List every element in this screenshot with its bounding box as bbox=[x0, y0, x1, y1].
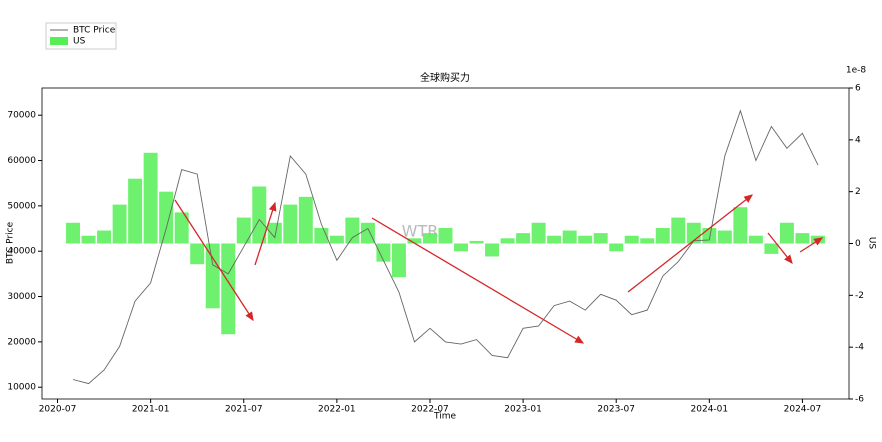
y-tick-label: 10000 bbox=[7, 383, 36, 393]
price-line bbox=[72, 109, 819, 385]
chart-title: 全球购买力 bbox=[420, 71, 470, 84]
x-tick-label: 2023-01 bbox=[504, 405, 542, 415]
y-tick-label: 20000 bbox=[7, 337, 36, 347]
bar bbox=[112, 204, 127, 244]
bar bbox=[174, 212, 189, 244]
bar bbox=[376, 243, 391, 262]
bar bbox=[516, 233, 531, 244]
bar bbox=[454, 243, 469, 252]
bar bbox=[779, 222, 794, 244]
x-tick-label: 2020-07 bbox=[39, 405, 77, 415]
legend-label: US bbox=[73, 37, 86, 47]
x-tick-label: 2024-01 bbox=[691, 405, 729, 415]
bar bbox=[391, 243, 406, 278]
bar bbox=[221, 243, 236, 335]
bar bbox=[236, 217, 251, 244]
x-tick-label: 2022-01 bbox=[318, 405, 356, 415]
arrow bbox=[254, 201, 277, 266]
bar bbox=[438, 227, 453, 244]
bar bbox=[733, 207, 748, 244]
bar bbox=[143, 152, 158, 244]
y-tick-label: 40000 bbox=[7, 247, 36, 257]
x-tick-label: 2023-07 bbox=[597, 405, 635, 415]
x-tick-label: 2024-07 bbox=[784, 405, 822, 415]
x-tick-label: 2021-07 bbox=[225, 405, 263, 415]
y-tick-label: 60000 bbox=[7, 156, 36, 166]
bar bbox=[283, 204, 298, 244]
bar bbox=[562, 230, 577, 244]
bar bbox=[593, 233, 608, 244]
x-axis-label: Time bbox=[433, 412, 456, 422]
bar bbox=[671, 217, 686, 244]
bar bbox=[578, 235, 593, 244]
bar bbox=[469, 240, 484, 244]
bar bbox=[252, 186, 267, 244]
y-tick-label: 50000 bbox=[7, 201, 36, 211]
bar bbox=[329, 235, 344, 244]
y2-tick-label: 6 bbox=[855, 84, 861, 94]
arrow bbox=[371, 217, 585, 344]
arrow bbox=[799, 237, 824, 253]
bar bbox=[764, 243, 779, 254]
y2-tick-label: 0 bbox=[855, 239, 861, 249]
bar bbox=[547, 235, 562, 244]
bar bbox=[81, 235, 96, 244]
bar bbox=[159, 191, 174, 244]
y2-tick-label: -4 bbox=[855, 343, 864, 353]
bar bbox=[190, 243, 205, 265]
bar bbox=[640, 238, 655, 244]
y2-tick-label: -2 bbox=[855, 291, 864, 301]
bar bbox=[795, 233, 810, 244]
y2-tick-label: 4 bbox=[855, 135, 861, 145]
bar bbox=[717, 230, 732, 244]
bar bbox=[531, 222, 546, 244]
bar bbox=[407, 238, 422, 244]
bar bbox=[485, 243, 500, 257]
bar bbox=[500, 238, 515, 244]
bar bbox=[128, 178, 143, 244]
arrow bbox=[767, 232, 793, 265]
y-axis-label: BTC Price bbox=[6, 221, 16, 264]
bar bbox=[360, 222, 375, 244]
bar bbox=[702, 227, 717, 244]
legend-label: BTC Price bbox=[73, 26, 116, 36]
bar bbox=[205, 243, 220, 309]
y-tick-label: 70000 bbox=[7, 111, 36, 121]
bar bbox=[345, 217, 360, 244]
bar bbox=[609, 243, 624, 252]
x-tick-label: 2021-01 bbox=[132, 405, 170, 415]
bar bbox=[810, 235, 825, 244]
offset-label: 1e-8 bbox=[846, 66, 867, 76]
legend-swatch bbox=[50, 37, 68, 45]
y2-axis-label: US bbox=[867, 237, 877, 250]
bar bbox=[97, 230, 112, 244]
trend-arrows bbox=[174, 194, 824, 344]
bar bbox=[422, 233, 437, 244]
bar bbox=[66, 222, 81, 244]
bar bbox=[624, 235, 639, 244]
bar bbox=[748, 235, 763, 244]
y2-tick-label: -6 bbox=[855, 395, 864, 405]
y2-tick-label: 2 bbox=[855, 187, 861, 197]
bar bbox=[267, 222, 282, 244]
y-tick-label: 30000 bbox=[7, 292, 36, 302]
arrow bbox=[627, 194, 754, 293]
arrow bbox=[174, 199, 254, 322]
bar bbox=[298, 196, 313, 244]
bar bbox=[655, 227, 670, 244]
x-tick-label: 2022-07 bbox=[411, 405, 449, 415]
